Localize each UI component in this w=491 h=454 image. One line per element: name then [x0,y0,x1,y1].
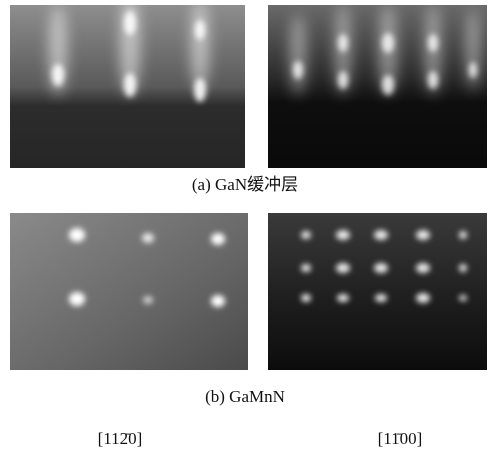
rheed-image-a-1120 [10,0,245,168]
direction-label: [112̄0] [98,429,143,448]
caption-b: (b) GaMnN [205,387,285,406]
direction-label: [11̄00] [378,429,423,448]
rheed-image-a-1100 [268,5,487,168]
caption-a: (a) GaN缓冲层 [192,175,298,194]
rheed-image-b-1120 [10,213,248,370]
rheed-image-b-1100 [268,213,487,370]
